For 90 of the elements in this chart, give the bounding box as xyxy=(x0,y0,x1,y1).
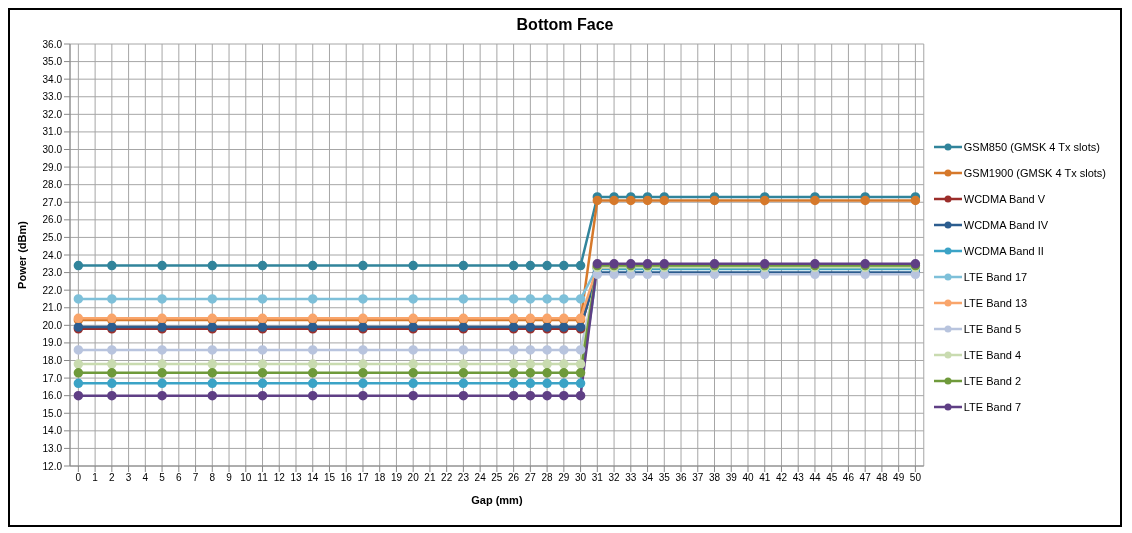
y-tick-label: 14.0 xyxy=(42,425,63,437)
y-tick-label: 16.0 xyxy=(42,390,63,402)
y-tick-label: 13.0 xyxy=(42,442,63,454)
y-tick-label: 30.0 xyxy=(42,144,63,156)
y-tick-label: 21.0 xyxy=(42,302,63,314)
x-tick-label: 8 xyxy=(209,472,216,484)
x-tick-label: 39 xyxy=(725,472,738,484)
x-tick-label: 32 xyxy=(608,472,621,484)
x-tick-label: 10 xyxy=(240,472,252,484)
x-tick-label: 35 xyxy=(658,472,671,484)
x-tick-label: 49 xyxy=(893,472,905,484)
legend-label: GSM1900 (GMSK 4 Tx slots) xyxy=(963,167,1106,179)
x-tick-label: 1 xyxy=(92,472,99,484)
x-tick-label: 18 xyxy=(374,472,386,484)
x-tick-label: 15 xyxy=(323,472,336,484)
y-axis-title: Power (dBm) xyxy=(15,220,28,289)
x-tick-label: 22 xyxy=(441,472,453,484)
x-tick-label: 36 xyxy=(675,472,688,484)
x-tick-label: 33 xyxy=(625,472,637,484)
y-tick-label: 15.0 xyxy=(42,407,63,419)
x-tick-label: 6 xyxy=(176,472,183,484)
x-tick-label: 7 xyxy=(192,472,199,484)
x-tick-label: 2 xyxy=(109,472,116,484)
y-tick-label: 12.0 xyxy=(42,460,63,472)
legend-label: WCDMA Band II xyxy=(963,245,1044,257)
x-tick-label: 9 xyxy=(226,472,233,484)
y-tick-label: 35.0 xyxy=(42,56,63,68)
legend-label: LTE Band 2 xyxy=(963,375,1022,387)
y-tick-label: 18.0 xyxy=(42,355,63,367)
y-tick-label: 22.0 xyxy=(42,284,63,296)
legend-label: WCDMA Band IV xyxy=(963,219,1049,231)
x-tick-label: 50 xyxy=(909,472,922,484)
y-tick-label: 32.0 xyxy=(42,108,63,120)
x-tick-label: 11 xyxy=(257,472,269,484)
y-tick-label: 20.0 xyxy=(42,319,63,331)
x-tick-label: 20 xyxy=(407,472,420,484)
x-tick-label: 27 xyxy=(524,472,537,484)
x-tick-label: 41 xyxy=(759,472,771,484)
x-tick-label: 43 xyxy=(792,472,805,484)
x-tick-label: 37 xyxy=(692,472,704,484)
y-tick-label: 33.0 xyxy=(42,91,63,103)
x-tick-label: 31 xyxy=(591,472,604,484)
x-tick-label: 44 xyxy=(809,472,821,484)
x-tick-label: 26 xyxy=(508,472,520,484)
x-tick-label: 24 xyxy=(474,472,487,484)
legend-label: LTE Band 5 xyxy=(963,323,1022,335)
y-tick-label: 25.0 xyxy=(42,231,63,243)
x-tick-label: 40 xyxy=(742,472,754,484)
x-tick-label: 14 xyxy=(307,472,319,484)
y-tick-label: 27.0 xyxy=(42,196,63,208)
x-tick-label: 5 xyxy=(159,472,166,484)
x-tick-label: 3 xyxy=(125,472,132,484)
x-tick-label: 21 xyxy=(424,472,436,484)
x-tick-label: 30 xyxy=(575,472,587,484)
y-tick-label: 34.0 xyxy=(42,73,63,85)
y-tick-label: 29.0 xyxy=(42,161,63,173)
y-tick-label: 23.0 xyxy=(42,267,63,279)
x-tick-label: 16 xyxy=(340,472,353,484)
legend-label: LTE Band 13 xyxy=(963,297,1028,309)
x-tick-label: 12 xyxy=(273,472,286,484)
x-tick-label: 28 xyxy=(541,472,554,484)
y-tick-label: 24.0 xyxy=(42,249,63,261)
x-tick-label: 19 xyxy=(390,472,403,484)
legend-label: LTE Band 7 xyxy=(963,401,1022,413)
x-tick-label: 13 xyxy=(290,472,302,484)
x-tick-label: 47 xyxy=(859,472,872,484)
x-tick-label: 17 xyxy=(357,472,369,484)
y-tick-label: 17.0 xyxy=(42,372,63,384)
x-tick-label: 45 xyxy=(826,472,838,484)
x-axis-title: Gap (mm) xyxy=(471,494,523,506)
legend-label: LTE Band 4 xyxy=(963,349,1022,361)
y-tick-label: 31.0 xyxy=(42,126,63,138)
x-tick-label: 48 xyxy=(876,472,888,484)
x-tick-label: 25 xyxy=(491,472,503,484)
x-tick-label: 34 xyxy=(641,472,654,484)
x-tick-label: 4 xyxy=(142,472,149,484)
y-tick-label: 26.0 xyxy=(42,214,63,226)
x-tick-label: 46 xyxy=(842,472,855,484)
x-tick-label: 42 xyxy=(775,472,788,484)
y-tick-label: 19.0 xyxy=(42,337,63,349)
chart-title: Bottom Face xyxy=(515,15,615,35)
x-tick-label: 23 xyxy=(457,472,470,484)
legend-label: GSM850 (GMSK 4 Tx slots) xyxy=(963,141,1100,153)
x-tick-label: 29 xyxy=(558,472,570,484)
y-tick-label: 28.0 xyxy=(42,179,63,191)
x-tick-label: 38 xyxy=(708,472,721,484)
legend-label: WCDMA Band V xyxy=(963,193,1046,205)
legend-label: LTE Band 17 xyxy=(963,271,1028,283)
x-tick-label: 0 xyxy=(75,472,82,484)
y-tick-label: 36.0 xyxy=(42,38,63,50)
